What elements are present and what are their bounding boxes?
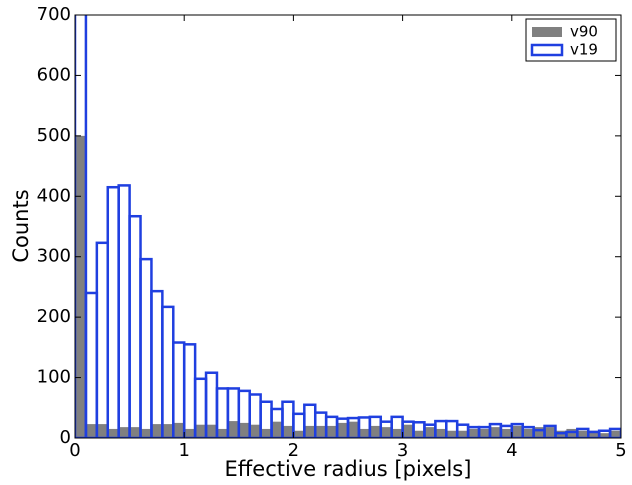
histogram-bar [195, 424, 207, 438]
histogram-bar [326, 425, 338, 438]
x-tick-label: 1 [178, 440, 189, 461]
histogram-bar [161, 305, 175, 438]
histogram-bar [315, 425, 327, 438]
histogram-bar [446, 430, 458, 438]
histogram-bar [129, 427, 141, 438]
histogram-bar [151, 424, 163, 438]
y-tick-label: 600 [37, 64, 71, 85]
histogram-bar [184, 428, 196, 438]
histogram-bar [106, 185, 120, 438]
histogram-bar [610, 430, 621, 438]
histogram-bar [150, 289, 164, 438]
y-tick-label: 700 [37, 4, 71, 25]
histogram-bar [249, 424, 261, 438]
y-tick-label: 400 [37, 185, 71, 206]
histogram-bar [468, 428, 480, 438]
plot-frame [74, 14, 622, 439]
histogram-bar [489, 427, 501, 438]
histogram-bar [216, 428, 228, 438]
y-tick-label: 300 [37, 246, 71, 267]
histogram-bar [162, 424, 174, 438]
histogram-bar [533, 427, 545, 438]
histogram-bar [522, 428, 534, 438]
histogram-bar [500, 428, 512, 438]
histogram-bar [588, 430, 600, 438]
histogram-bar [511, 425, 523, 438]
histogram-bar [380, 427, 392, 438]
histogram-bar [96, 424, 108, 438]
histogram-bar [206, 424, 217, 438]
y-tick-label: 100 [37, 367, 71, 388]
histogram-bar [413, 430, 425, 438]
histogram-bar [84, 291, 99, 438]
histogram-bar [424, 427, 436, 438]
histogram-bar [118, 427, 130, 438]
histogram-bar [75, 135, 86, 438]
histogram-bar [479, 428, 490, 438]
histogram-bar [337, 422, 348, 438]
x-tick-label: 3 [397, 440, 408, 461]
histogram-bar [260, 428, 272, 438]
histogram-bar [402, 424, 414, 438]
x-axis-label: Effective radius [pixels] [225, 457, 472, 481]
histogram-bar [577, 430, 589, 438]
histogram-bar [173, 422, 185, 438]
y-tick-label: 500 [37, 125, 71, 146]
histogram-bar [566, 428, 578, 438]
legend-swatch [532, 27, 562, 37]
y-tick-label: 200 [37, 306, 71, 327]
histogram-bar [139, 257, 153, 438]
histogram-bar [457, 430, 469, 438]
legend-swatch [530, 43, 564, 57]
histogram-bar [358, 428, 370, 438]
histogram-bar [271, 421, 283, 438]
x-tick-label: 2 [288, 440, 299, 461]
bars [75, 15, 621, 438]
histogram-bar [85, 424, 97, 438]
y-axis-label: Counts [9, 189, 33, 262]
legend-label: v19 [570, 41, 598, 59]
histogram-bar [544, 427, 556, 438]
x-tick-label: 0 [69, 440, 80, 461]
histogram-bar [304, 425, 316, 438]
x-tick-label: 4 [506, 440, 517, 461]
histogram-bar [238, 422, 250, 438]
histogram-bar [128, 214, 142, 438]
legend-label: v90 [570, 23, 598, 41]
histogram-bar [348, 421, 359, 438]
histogram-bar [107, 428, 119, 438]
histogram-bar [293, 430, 305, 438]
histogram-bar [75, 15, 88, 438]
histogram-bar [182, 343, 197, 438]
histogram-bar [282, 425, 294, 438]
histogram-bar [95, 241, 110, 438]
x-tick-label: 5 [615, 440, 626, 461]
histogram-bar [599, 433, 611, 438]
y-tick-label: 0 [60, 427, 71, 448]
histogram-bar [140, 428, 152, 438]
histogram-bar [435, 428, 447, 438]
histogram-bar [117, 184, 131, 438]
histogram-bar [369, 425, 381, 438]
histogram-bar [227, 421, 239, 438]
histogram-bar [391, 428, 403, 438]
